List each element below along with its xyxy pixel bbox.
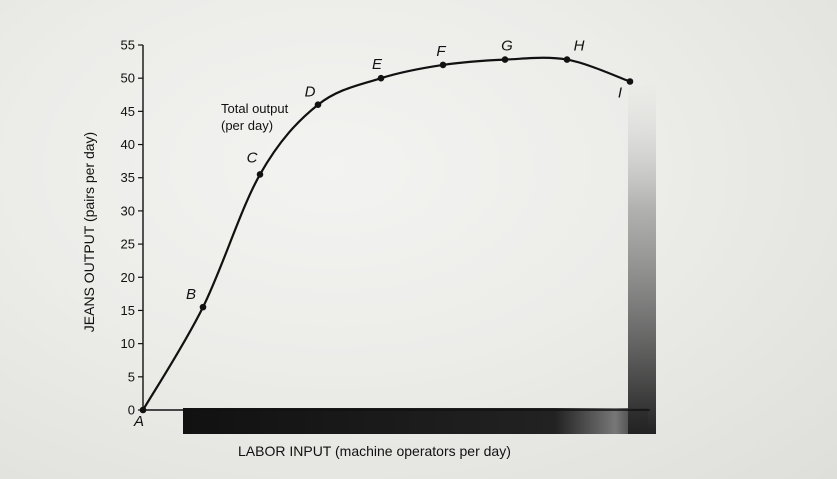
data-points: A B C D E F G H I: [133, 38, 634, 430]
y-ticks: 0 5 10 15 20 25 30 35 40 45 50 55: [121, 38, 143, 418]
annotation-line2: (per day): [221, 118, 273, 133]
y-tick-label: 10: [121, 336, 135, 351]
data-point-a: [139, 406, 147, 414]
data-point-label-g: G: [501, 38, 513, 55]
data-point-label-a: A: [133, 413, 144, 430]
data-point-label-d: D: [305, 84, 316, 101]
axes: [142, 45, 650, 411]
print-shadow-right: [628, 85, 656, 434]
data-point-d: [314, 101, 322, 109]
y-tick-label: 0: [128, 403, 135, 418]
y-tick-label: 35: [121, 170, 135, 185]
data-point-g: [501, 56, 509, 63]
data-point-label-f: F: [436, 43, 446, 60]
y-tick-label: 50: [121, 71, 135, 86]
data-point-f: [439, 61, 447, 69]
y-tick-label: 5: [128, 369, 135, 384]
x-axis-title: LABOR INPUT (machine operators per day): [238, 443, 511, 459]
y-tick-label: 40: [121, 137, 135, 152]
y-tick-label: 15: [121, 303, 135, 318]
data-point-b: [199, 303, 207, 311]
data-point-label-c: C: [247, 149, 258, 166]
y-axis-title: JEANS OUTPUT (pairs per day): [81, 132, 97, 332]
y-tick-label: 45: [121, 104, 135, 119]
data-point-i: [626, 78, 634, 85]
y-tick-label: 20: [121, 270, 135, 285]
data-point-label-b: B: [186, 286, 196, 303]
y-tick-label: 25: [121, 237, 135, 252]
annotation-line1: Total output: [221, 101, 289, 116]
total-output-curve: [142, 56, 631, 411]
y-tick-label: 30: [121, 203, 135, 218]
data-point-h: [563, 56, 571, 63]
data-point-label-h: H: [574, 38, 585, 55]
data-point-c: [256, 171, 264, 178]
data-point-label-e: E: [372, 56, 383, 73]
data-point-label-i: I: [618, 85, 622, 102]
print-shadow-bottom: [183, 408, 648, 434]
y-tick-label: 55: [121, 38, 135, 53]
data-point-e: [377, 74, 385, 82]
